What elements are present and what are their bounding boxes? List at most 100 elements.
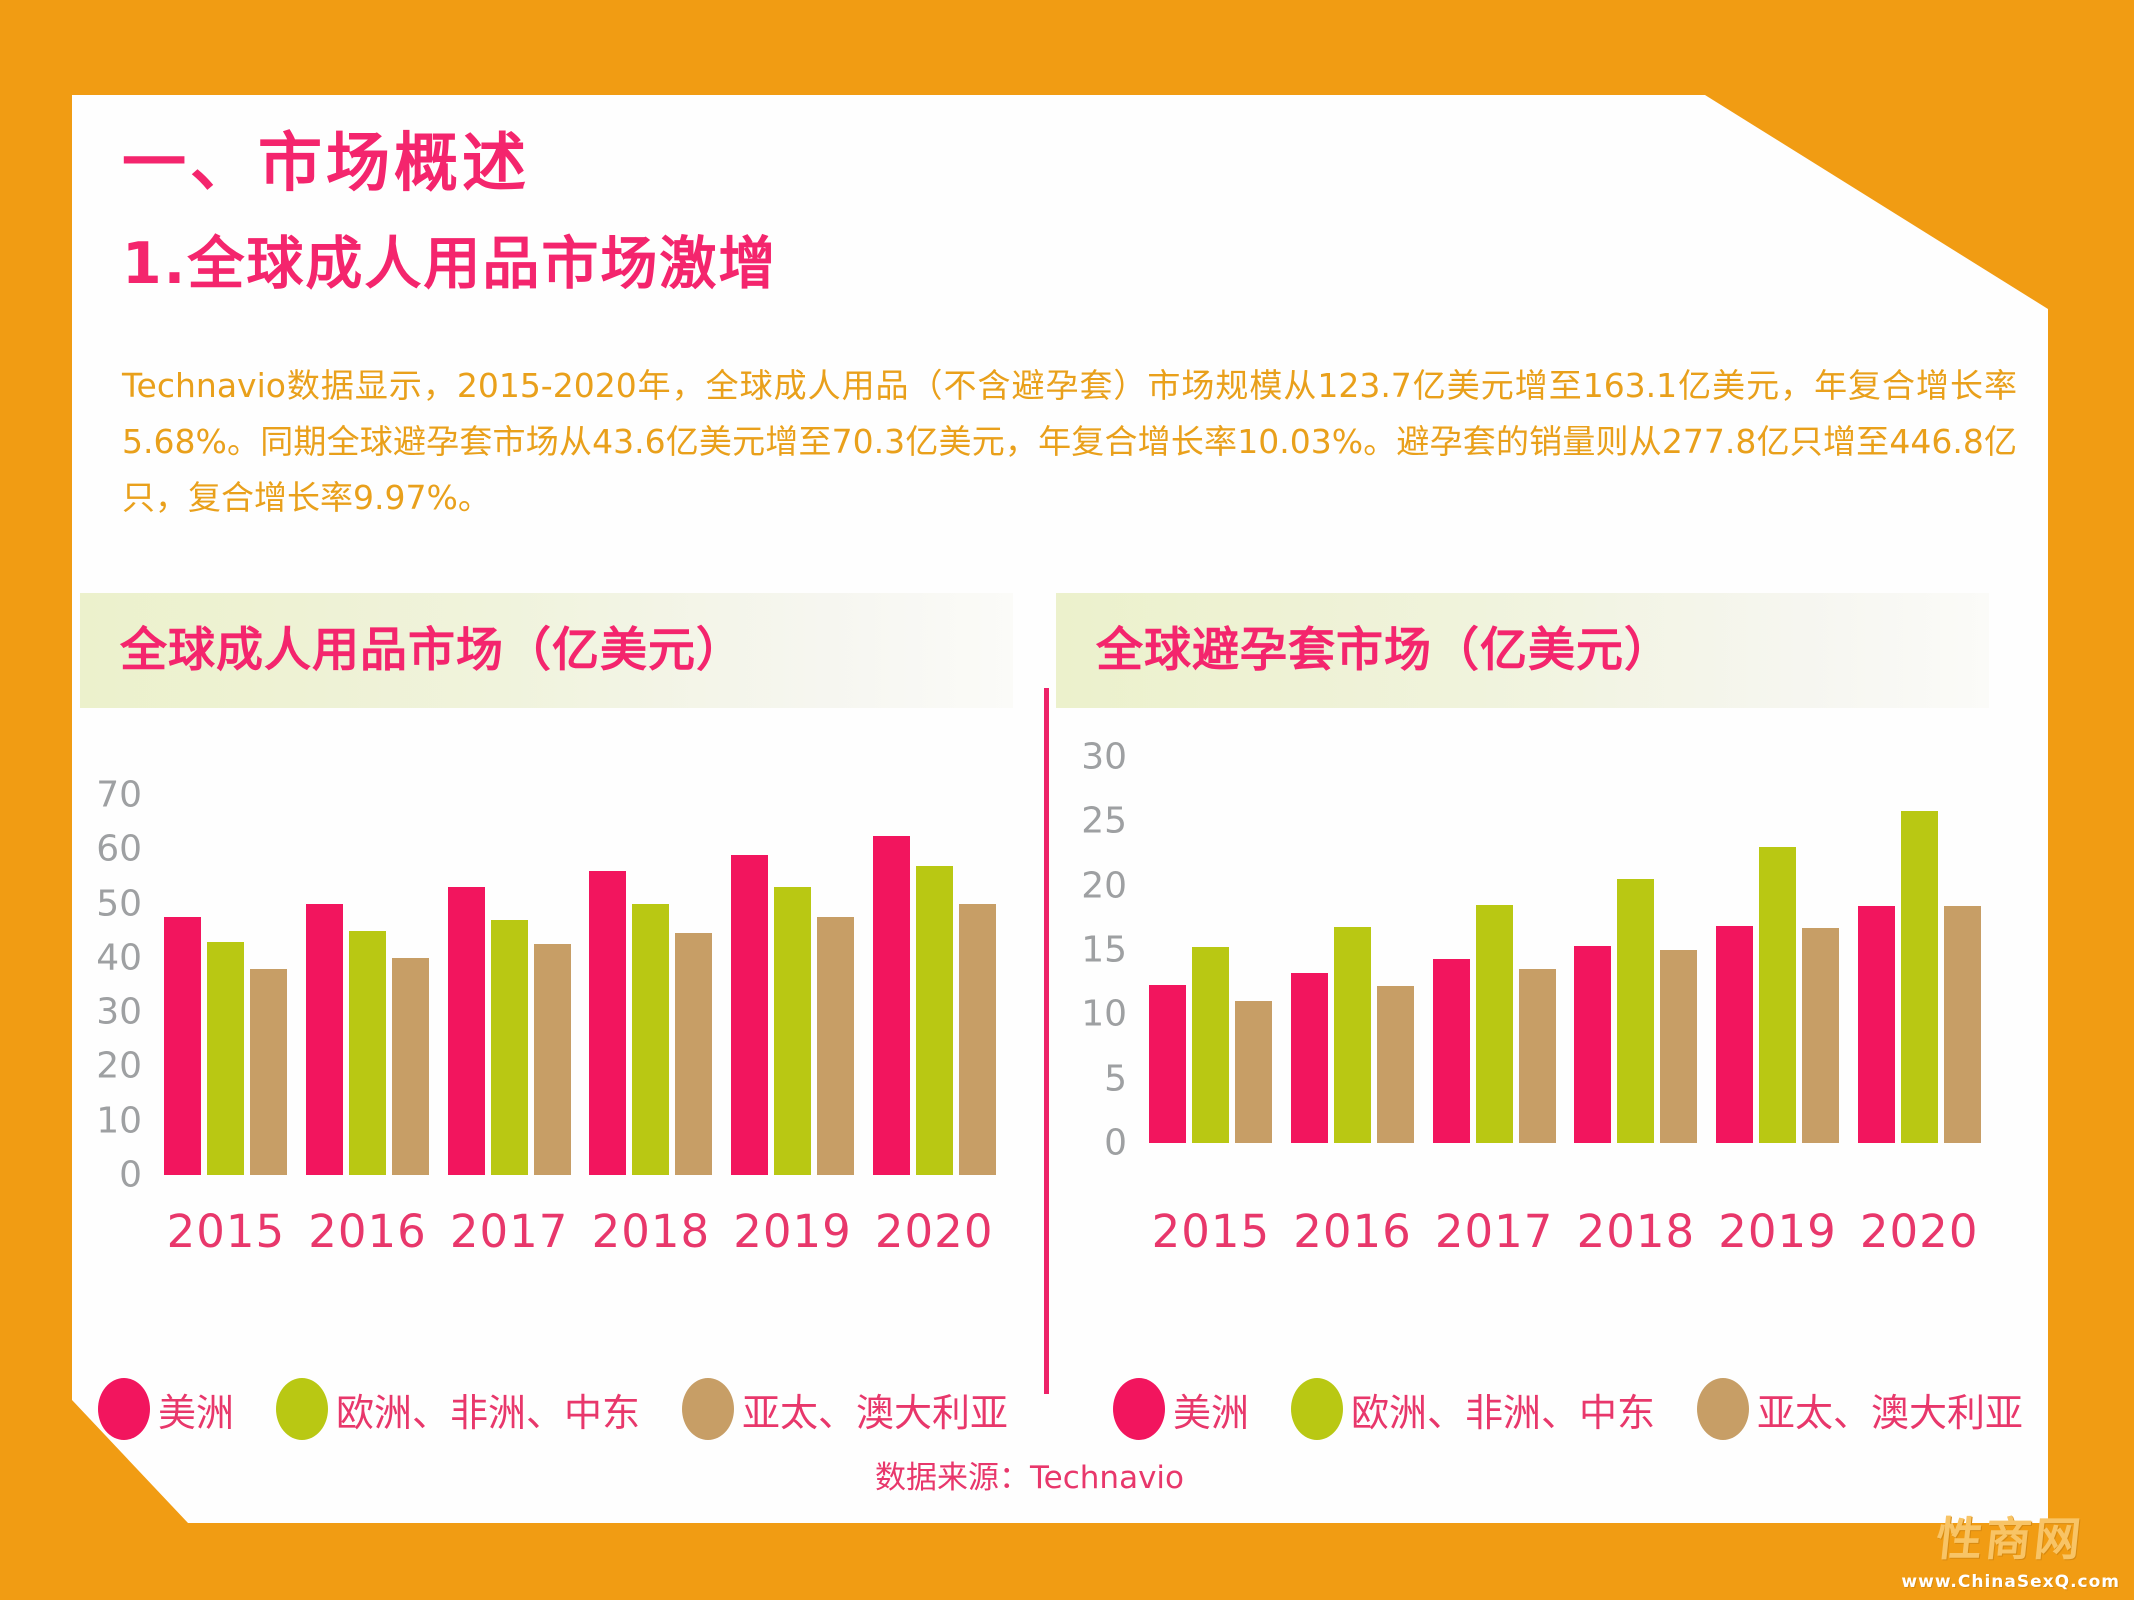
bar-2016-欧洲、非洲、中东 bbox=[1334, 926, 1371, 1143]
y-tick-label: 30 bbox=[1081, 736, 1127, 778]
x-tick-label: 2018 bbox=[591, 1205, 711, 1258]
bar-group-2017 bbox=[1423, 904, 1565, 1143]
bar-2020-欧洲、非洲、中东 bbox=[915, 865, 953, 1175]
bar-2016-亚太、澳大利亚 bbox=[392, 957, 429, 1175]
y-tick-label: 10 bbox=[1081, 993, 1127, 1035]
watermark-site-url: www.ChinaSexQ.com bbox=[1901, 1572, 2120, 1592]
legend-swatch-icon bbox=[1113, 1378, 1165, 1440]
bar-2018-美洲 bbox=[589, 871, 627, 1175]
legend-label: 欧洲、非洲、中东 bbox=[1351, 1390, 1656, 1435]
legend-label: 美洲 bbox=[1173, 1390, 1250, 1435]
y-axis: 0 10 20 30 40 50 60 70 bbox=[80, 775, 142, 1196]
bar-group-2017 bbox=[438, 887, 580, 1175]
x-tick-label: 2019 bbox=[733, 1205, 852, 1258]
y-tick-label: 10 bbox=[96, 1100, 142, 1142]
y-tick-label: 50 bbox=[96, 883, 142, 925]
bar-2019-亚太、澳大利亚 bbox=[1802, 928, 1840, 1143]
bar-2018-亚太、澳大利亚 bbox=[1660, 950, 1698, 1143]
chart-title-adult-market: 全球成人用品市场（亿美元） bbox=[120, 623, 744, 678]
bar-2015-欧洲、非洲、中东 bbox=[1192, 947, 1230, 1143]
legend-item: 亚太、澳大利亚 bbox=[1697, 1378, 2023, 1440]
chart-title-condom-market: 全球避孕套市场（亿美元） bbox=[1096, 623, 1672, 678]
bar-2018-美洲 bbox=[1574, 946, 1612, 1143]
bar-group-2015 bbox=[1140, 947, 1282, 1143]
bar-2019-欧洲、非洲、中东 bbox=[774, 887, 812, 1175]
legend-label: 亚太、澳大利亚 bbox=[1757, 1390, 2024, 1435]
legend-item: 美洲 bbox=[1113, 1378, 1249, 1440]
y-tick-label: 5 bbox=[1104, 1058, 1127, 1100]
bar-2017-亚太、澳大利亚 bbox=[533, 944, 571, 1175]
bar-2019-美洲 bbox=[731, 854, 769, 1175]
chart-title-banner-adult-market: 全球成人用品市场（亿美元） bbox=[80, 593, 1013, 708]
x-tick-label: 2018 bbox=[1576, 1205, 1696, 1258]
bar-2017-美洲 bbox=[1432, 959, 1470, 1143]
legend-label: 亚太、澳大利亚 bbox=[742, 1390, 1009, 1435]
y-tick-label: 40 bbox=[96, 937, 142, 979]
bar-2015-美洲 bbox=[164, 917, 202, 1175]
x-tick-label: 2016 bbox=[1293, 1205, 1412, 1258]
bar-group-2018 bbox=[1565, 879, 1707, 1143]
x-tick-label: 2020 bbox=[1859, 1205, 1979, 1258]
bar-2016-欧洲、非洲、中东 bbox=[349, 930, 386, 1175]
intro-paragraph: Technavio数据显示，2015-2020年，全球成人用品（不含避孕套）市场… bbox=[122, 366, 2017, 517]
vertical-divider bbox=[1044, 688, 1049, 1394]
bar-2016-美洲 bbox=[306, 903, 343, 1175]
y-tick-label: 70 bbox=[96, 774, 142, 816]
bar-2015-亚太、澳大利亚 bbox=[1235, 1001, 1273, 1143]
bar-2020-亚太、澳大利亚 bbox=[958, 903, 996, 1175]
legend-label: 美洲 bbox=[158, 1390, 235, 1435]
bar-2020-美洲 bbox=[1857, 906, 1895, 1143]
legend-swatch-icon bbox=[1697, 1378, 1750, 1440]
bar-2018-欧洲、非洲、中东 bbox=[1617, 879, 1655, 1143]
legend-item: 欧洲、非洲、中东 bbox=[1291, 1378, 1655, 1440]
chart-title-banner-condom-market: 全球避孕套市场（亿美元） bbox=[1056, 593, 1989, 708]
legend: 美洲 欧洲、非洲、中东 亚太、澳大利亚 bbox=[1113, 1378, 2023, 1440]
x-tick-label: 2016 bbox=[308, 1205, 427, 1258]
bar-group-2019 bbox=[1707, 847, 1849, 1143]
bar-2015-美洲 bbox=[1149, 984, 1187, 1143]
bar-2016-美洲 bbox=[1291, 973, 1328, 1143]
bar-2015-亚太、澳大利亚 bbox=[250, 968, 288, 1175]
site-watermark: 性商网 www.ChinaSexQ.com bbox=[1901, 1503, 2120, 1592]
bar-2017-亚太、澳大利亚 bbox=[1518, 969, 1556, 1143]
bar-2017-欧洲、非洲、中东 bbox=[1475, 904, 1513, 1143]
x-tick-label: 2017 bbox=[1434, 1205, 1554, 1258]
bar-2016-亚太、澳大利亚 bbox=[1377, 986, 1414, 1143]
bar-2018-欧洲、非洲、中东 bbox=[632, 903, 670, 1175]
x-tick-label: 2015 bbox=[1151, 1205, 1271, 1258]
bar-2015-欧洲、非洲、中东 bbox=[207, 941, 245, 1175]
legend-item: 美洲 bbox=[98, 1378, 234, 1440]
bar-2019-亚太、澳大利亚 bbox=[817, 917, 855, 1175]
bar-group-2015 bbox=[155, 917, 297, 1175]
y-tick-label: 0 bbox=[1104, 1122, 1127, 1164]
watermark-site-name: 性商网 bbox=[1934, 1512, 2087, 1566]
data-source-label: 数据来源：Technavio bbox=[875, 1460, 1185, 1496]
bar-2019-欧洲、非洲、中东 bbox=[1759, 847, 1797, 1143]
y-tick-label: 60 bbox=[96, 828, 142, 870]
page-title: 一、市场概述 bbox=[122, 127, 530, 201]
plot-area bbox=[155, 795, 1005, 1175]
bar-2019-美洲 bbox=[1716, 925, 1754, 1143]
y-tick-label: 30 bbox=[96, 991, 142, 1033]
bar-2020-亚太、澳大利亚 bbox=[1943, 906, 1981, 1143]
bar-chart-adult-market: 0 10 20 30 40 50 60 70 2015 2016 2017 2018 2019 2020… bbox=[80, 740, 1013, 1480]
page-subtitle: 1.全球成人用品市场激增 bbox=[122, 231, 778, 297]
legend-label: 欧洲、非洲、中东 bbox=[336, 1390, 641, 1435]
y-tick-label: 15 bbox=[1081, 929, 1127, 971]
legend: 美洲 欧洲、非洲、中东 亚太、澳大利亚 bbox=[98, 1378, 1008, 1440]
bar-group-2020 bbox=[863, 835, 1005, 1175]
x-axis-labels: 2015 2016 2017 2018 2019 2020 bbox=[155, 1205, 1005, 1258]
legend-item: 欧洲、非洲、中东 bbox=[276, 1378, 640, 1440]
y-axis: 0 5 10 15 20 25 30 bbox=[1065, 737, 1127, 1164]
bar-2020-欧洲、非洲、中东 bbox=[1900, 811, 1938, 1143]
bar-group-2016 bbox=[297, 903, 439, 1175]
x-tick-label: 2019 bbox=[1718, 1205, 1837, 1258]
bar-group-2020 bbox=[1848, 811, 1990, 1143]
legend-swatch-icon bbox=[682, 1378, 735, 1440]
y-tick-label: 20 bbox=[96, 1045, 142, 1087]
bar-2017-欧洲、非洲、中东 bbox=[490, 919, 528, 1175]
y-tick-label: 20 bbox=[1081, 865, 1127, 907]
bar-group-2016 bbox=[1282, 926, 1424, 1143]
legend-swatch-icon bbox=[1291, 1378, 1344, 1440]
